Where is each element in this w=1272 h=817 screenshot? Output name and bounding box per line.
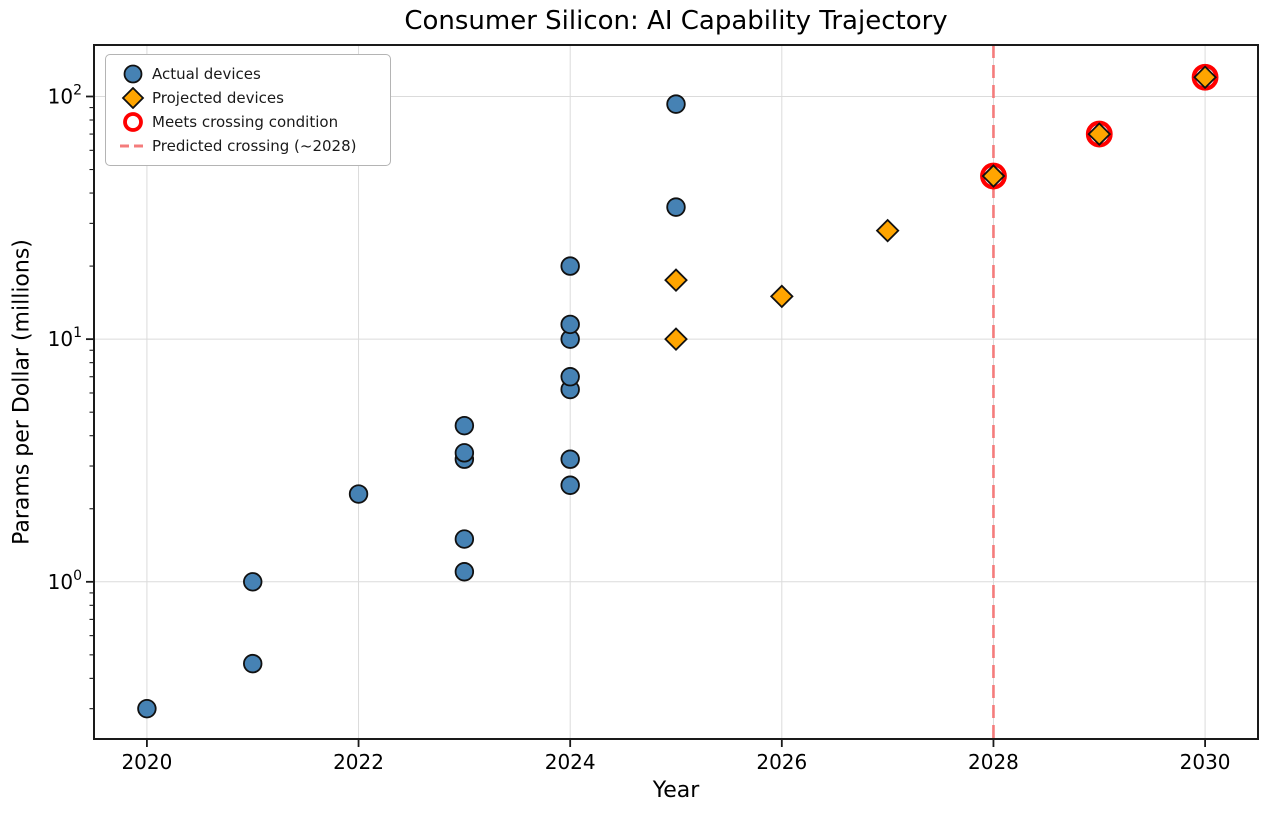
data-point-actual-2023 (454, 415, 475, 436)
data-point-actual-2024 (560, 449, 580, 469)
dashed-line-icon (114, 135, 152, 157)
legend-item-projected: Projected devices (114, 86, 382, 110)
data-point-actual-2024 (560, 367, 580, 387)
y-tick-label-1: 100 (48, 568, 82, 594)
chart-title: Consumer Silicon: AI Capability Trajecto… (404, 6, 948, 36)
data-point-projected-2025 (664, 268, 688, 293)
data-point-actual-2024 (560, 256, 580, 276)
data-point-actual-2023 (454, 529, 475, 549)
legend-label: Predicted crossing (~2028) (152, 137, 357, 155)
legend-label: Meets crossing condition (152, 113, 339, 131)
legend: Actual devices Projected devices Meets c… (105, 54, 391, 166)
legend-item-actual: Actual devices (114, 62, 382, 86)
x-tick-label-2030: 2030 (1180, 750, 1231, 774)
x-tick-label-2022: 2022 (333, 750, 384, 774)
data-point-actual-2025 (666, 197, 686, 217)
actual-marker-icon (114, 63, 152, 85)
data-point-actual-2024 (560, 475, 580, 495)
projected-marker-icon (114, 87, 152, 109)
data-point-projected-2029 (1087, 122, 1112, 146)
data-point-projected-2025 (664, 327, 688, 352)
data-point-actual-2025 (666, 94, 686, 114)
data-point-actual-2022 (348, 484, 369, 504)
legend-label: Projected devices (152, 89, 284, 107)
y-axis-label: Params per Dollar (millions) (9, 239, 35, 545)
data-point-projected-2027 (875, 218, 900, 243)
y-tick-label-100: 102 (48, 82, 82, 108)
x-axis-label: Year (652, 778, 700, 803)
y-tick-label-10: 101 (48, 325, 82, 351)
data-point-actual-2021 (243, 572, 263, 592)
x-tick-label-2024: 2024 (545, 750, 596, 774)
data-point-projected-2030 (1193, 65, 1217, 90)
x-tick-label-2028: 2028 (968, 750, 1019, 774)
data-point-actual-2020 (137, 698, 157, 719)
crossing-ring-icon (114, 111, 152, 133)
data-point-actual-2023 (454, 562, 475, 582)
plot-border (93, 44, 1259, 740)
legend-label: Actual devices (152, 65, 261, 83)
x-tick-label-2020: 2020 (121, 750, 172, 774)
x-tick-label-2026: 2026 (756, 750, 807, 774)
legend-item-crossing: Meets crossing condition (114, 110, 382, 134)
data-point-actual-2021 (243, 653, 263, 674)
data-point-actual-2024 (560, 314, 580, 335)
data-point-projected-2028 (981, 164, 1006, 188)
data-point-projected-2026 (769, 284, 794, 309)
data-point-actual-2023 (454, 443, 475, 463)
legend-item-crossing-line: Predicted crossing (~2028) (114, 134, 382, 158)
